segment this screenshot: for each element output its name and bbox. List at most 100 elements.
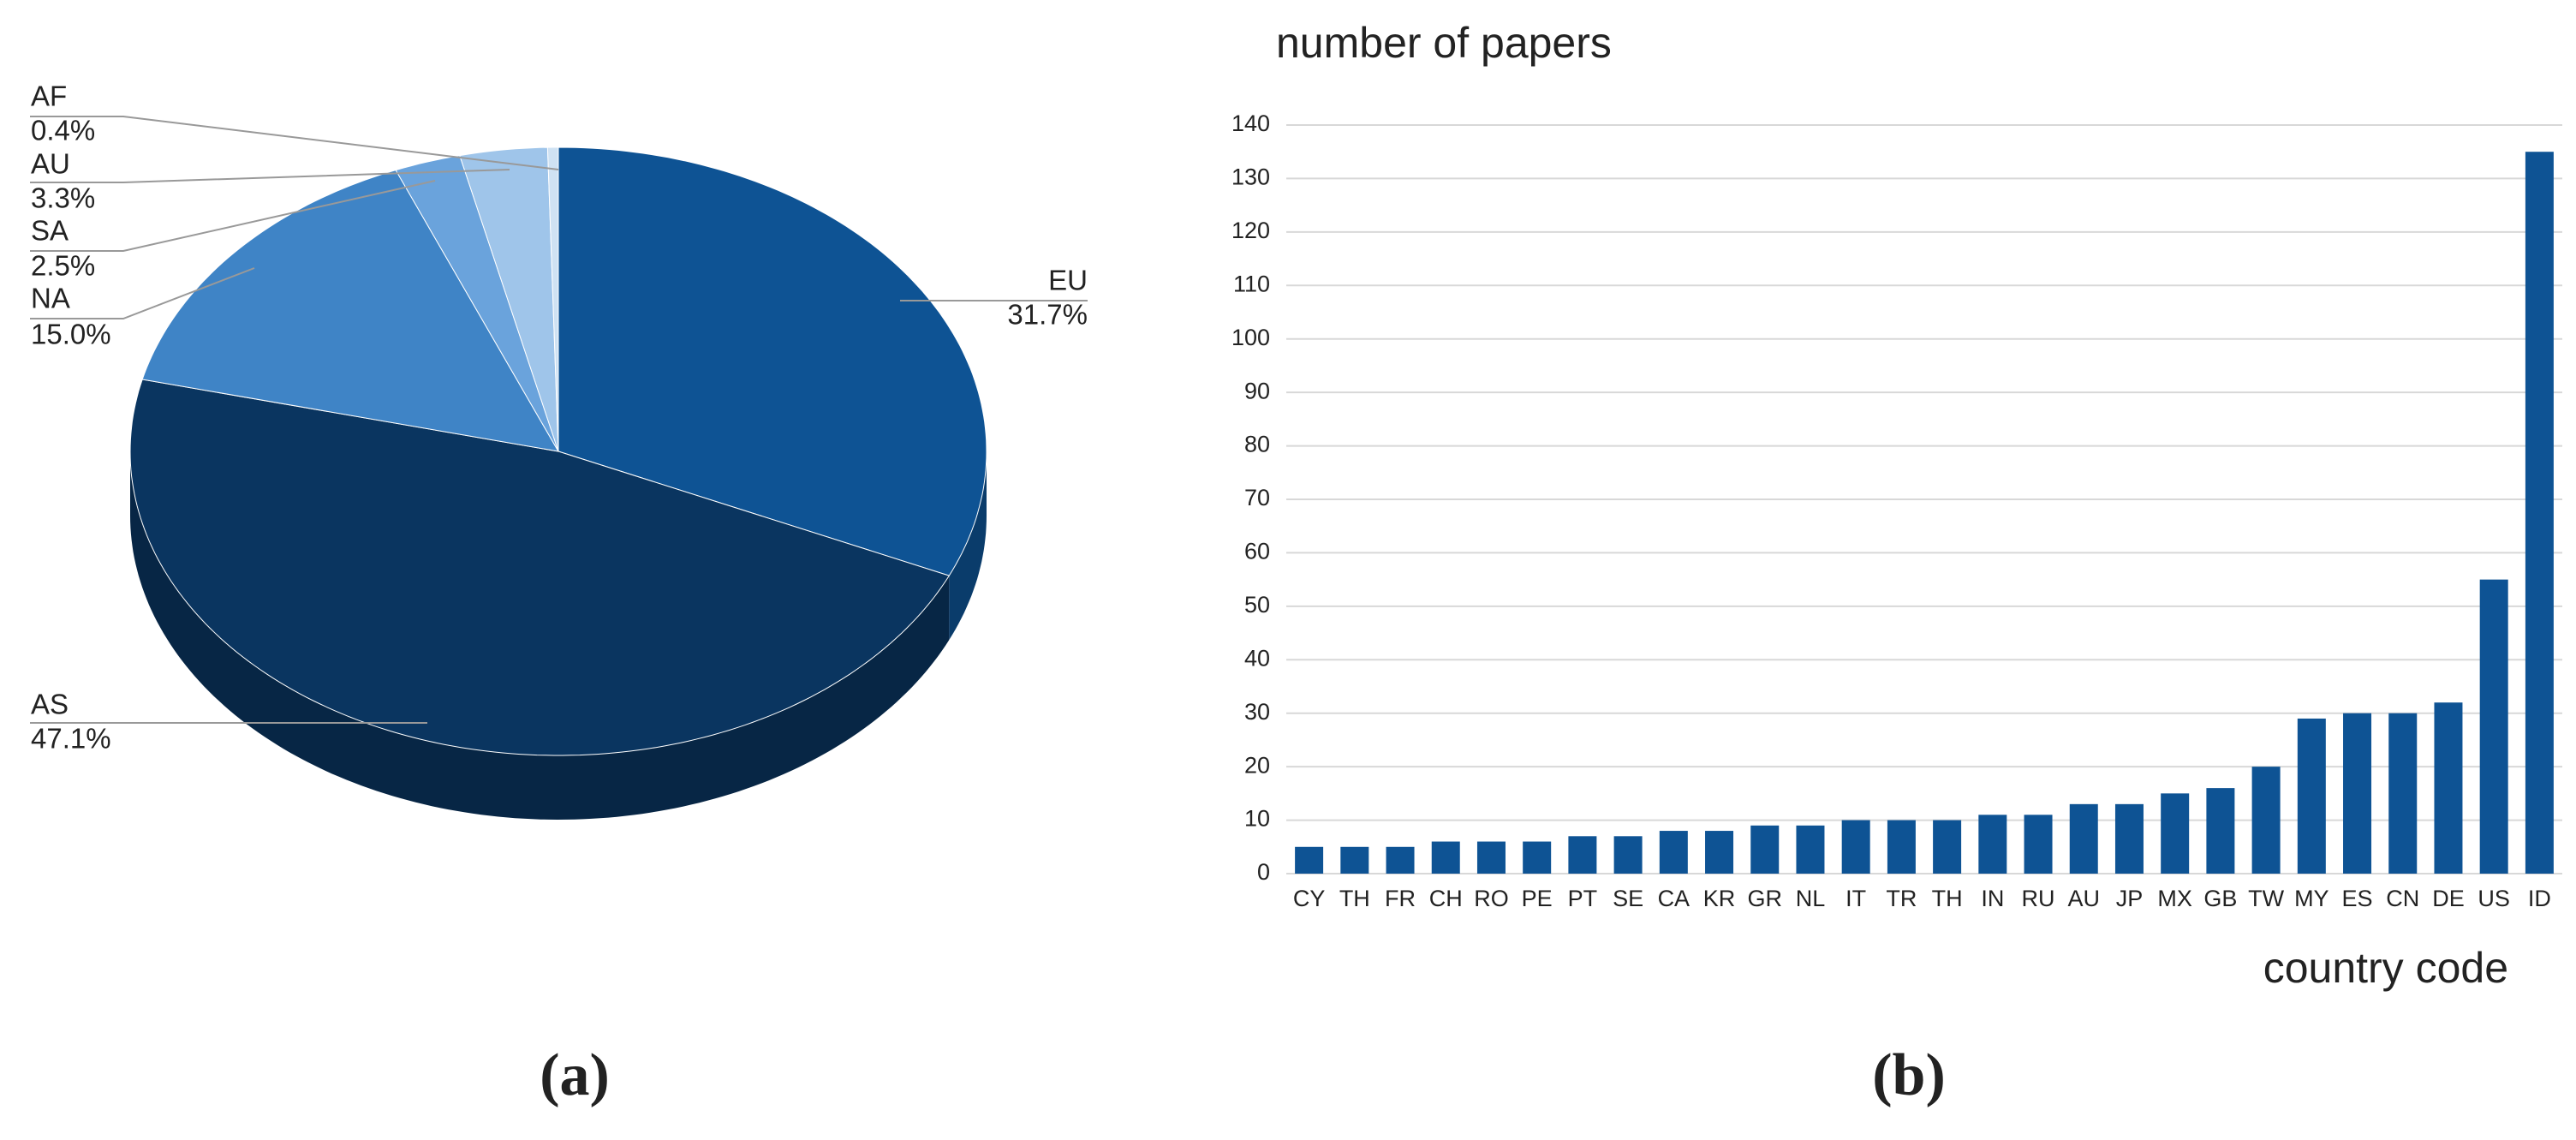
slice-value: 3.3% — [31, 182, 95, 214]
x-tick-label: KR — [1703, 886, 1736, 911]
bar — [1978, 815, 2007, 874]
bar — [2024, 815, 2053, 874]
x-tick-label: CN — [2386, 886, 2419, 911]
bar — [1431, 841, 1460, 874]
x-tick-label: ES — [2342, 886, 2373, 911]
bar — [2069, 803, 2098, 874]
x-tick-label: CY — [1293, 886, 1326, 911]
x-tick-label: MX — [2157, 886, 2192, 911]
y-tick-label: 110 — [1233, 271, 1270, 296]
slice — [141, 170, 559, 452]
leader-line — [30, 267, 255, 319]
bar — [1796, 825, 1825, 874]
x-tick-label: MY — [2294, 886, 2329, 911]
x-tick-label: CH — [1429, 886, 1463, 911]
x-tick-label: TR — [1886, 886, 1917, 911]
x-tick-label: TH — [1339, 886, 1370, 911]
leader-line — [30, 180, 436, 252]
bar — [1613, 836, 1643, 874]
bar — [1340, 846, 1369, 874]
slice-name: AS — [31, 689, 69, 720]
x-tick-label: DE — [2432, 886, 2465, 911]
x-tick-label: TH — [1932, 886, 1963, 911]
y-tick-label: 100 — [1231, 325, 1270, 350]
x-axis-title: country code — [2263, 944, 2508, 992]
slice-side — [130, 451, 950, 820]
y-tick-label: 30 — [1244, 699, 1270, 725]
x-tick-label: NL — [1796, 886, 1826, 911]
slice — [558, 146, 987, 576]
x-tick-label: US — [2478, 886, 2510, 911]
slice-name: AU — [31, 148, 70, 180]
slice-value: 2.5% — [31, 250, 95, 282]
slice-side — [949, 451, 987, 641]
x-tick-label: PE — [1522, 886, 1553, 911]
slice-value: 47.1% — [31, 723, 111, 755]
y-tick-label: 50 — [1244, 592, 1270, 618]
slice-name: EU — [1048, 265, 1088, 296]
bar — [1750, 825, 1780, 874]
y-tick-label: 10 — [1244, 806, 1270, 832]
y-tick-label: 90 — [1244, 378, 1270, 403]
caption: (b) — [1872, 1042, 1946, 1108]
caption: (a) — [540, 1042, 610, 1108]
y-tick-label: 20 — [1244, 752, 1270, 778]
slice — [129, 379, 951, 756]
y-tick-label: 40 — [1244, 645, 1270, 671]
slice-value: 15.0% — [31, 319, 111, 350]
bar — [1659, 831, 1688, 874]
bar — [2343, 713, 2372, 874]
bar — [2114, 803, 2144, 874]
bar — [2161, 793, 2190, 874]
bar — [1568, 836, 1597, 874]
x-tick-label: IN — [1981, 886, 2004, 911]
bar — [2479, 579, 2508, 874]
bar — [1933, 820, 1962, 874]
slice-name: NA — [31, 283, 70, 314]
x-tick-label: ID — [2528, 886, 2551, 911]
x-tick-label: CA — [1658, 886, 1690, 911]
bar — [2525, 152, 2554, 874]
x-tick-label: FR — [1385, 886, 1416, 911]
bar — [2206, 788, 2235, 874]
bar — [1705, 831, 1734, 874]
x-tick-label: SE — [1613, 886, 1643, 911]
slice-value: 0.4% — [31, 115, 95, 146]
x-tick-label: RO — [1474, 886, 1509, 911]
x-tick-label: GR — [1748, 886, 1783, 911]
bar — [1523, 841, 1552, 874]
x-tick-label: AU — [2067, 886, 2100, 911]
bar — [1887, 820, 1916, 874]
x-tick-label: IT — [1846, 886, 1866, 911]
bar — [2297, 718, 2326, 874]
y-axis-title: number of papers — [1276, 19, 1612, 67]
x-tick-label: TW — [2248, 886, 2284, 911]
slice-name: SA — [31, 215, 69, 247]
y-tick-label: 60 — [1244, 539, 1270, 564]
slice — [459, 146, 559, 452]
y-tick-label: 80 — [1244, 432, 1270, 457]
slice-value: 31.7% — [1007, 299, 1088, 331]
bar — [2388, 713, 2418, 874]
bar — [1476, 841, 1506, 874]
y-tick-label: 0 — [1257, 859, 1270, 885]
bar — [1295, 846, 1324, 874]
bar — [1386, 846, 1415, 874]
y-tick-label: 140 — [1231, 110, 1270, 136]
x-tick-label: RU — [2022, 886, 2055, 911]
x-tick-label: JP — [2116, 886, 2144, 911]
bar — [1841, 820, 1870, 874]
y-tick-label: 130 — [1231, 164, 1270, 190]
bar — [2434, 702, 2463, 874]
x-tick-label: PT — [1568, 886, 1598, 911]
leader-line — [30, 169, 510, 183]
y-tick-label: 70 — [1244, 485, 1270, 510]
slice-name: AF — [31, 81, 67, 112]
bar — [2251, 767, 2281, 874]
slice — [546, 146, 559, 452]
x-tick-label: GB — [2203, 886, 2237, 911]
y-tick-label: 120 — [1231, 218, 1270, 243]
leader-line — [30, 116, 559, 170]
